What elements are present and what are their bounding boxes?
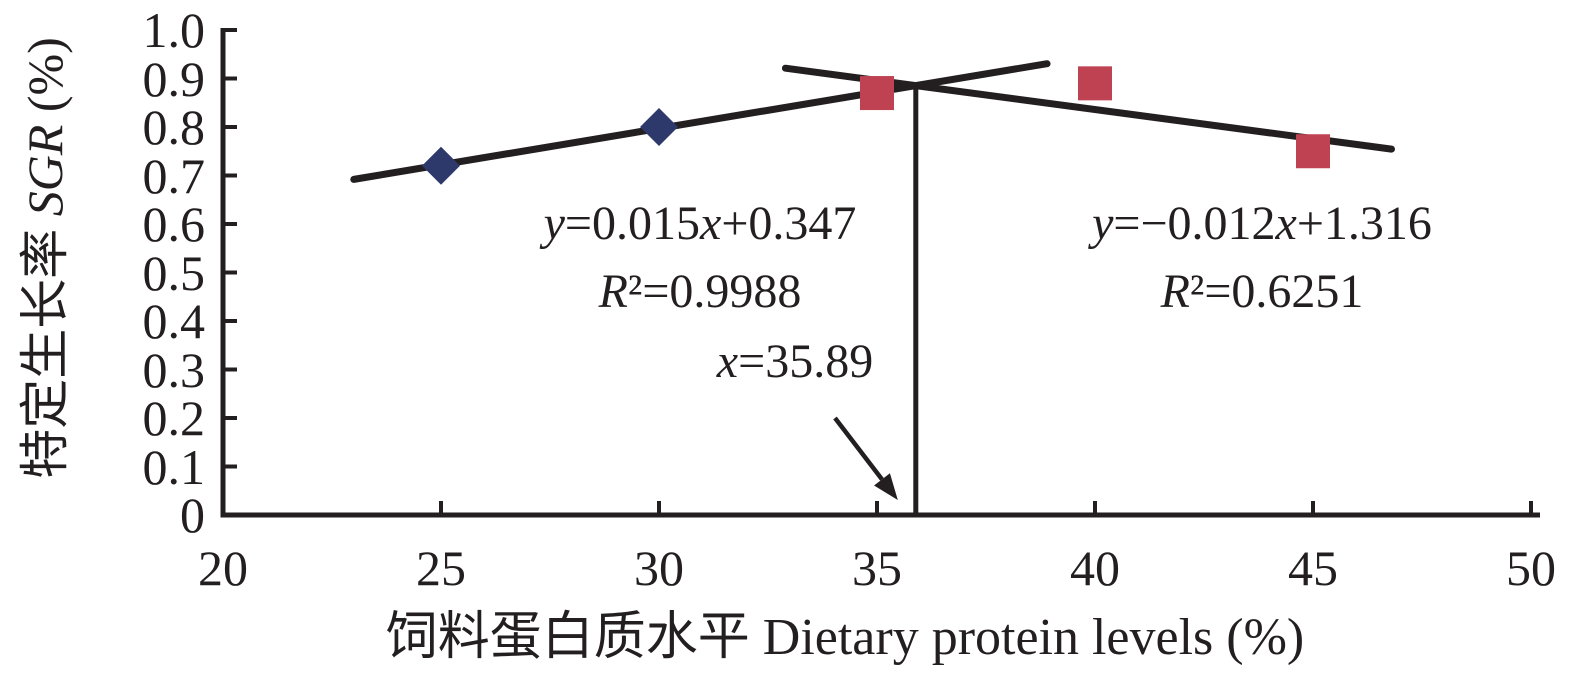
diamond-marker [422, 146, 460, 185]
x-tick-label: 20 [198, 540, 248, 596]
diamond-marker [640, 108, 678, 146]
y-axis-title: 特定生长率 SGR (%) [17, 37, 73, 479]
r-squared-descending: R²=0.6251 [1160, 265, 1364, 318]
equation-descending: y=−0.012x+1.316 [1092, 197, 1432, 250]
y-tick-label: 0.3 [142, 341, 206, 398]
y-tick-label: 0.5 [142, 244, 206, 301]
y-tick-label: 0.6 [142, 196, 206, 252]
x-tick-label: 45 [1288, 540, 1338, 596]
y-tick-label: 0.9 [142, 50, 206, 107]
y-tick-label: 0.7 [142, 147, 206, 204]
annotation-arrow-shaft [833, 416, 884, 481]
y-tick-label: 0 [180, 487, 205, 543]
x-tick-label: 30 [634, 540, 684, 596]
square-marker [1296, 134, 1330, 169]
equation-ascending: y=0.015x+0.347 [543, 197, 857, 250]
ascending-regression-line [350, 60, 1051, 183]
square-marker [860, 76, 894, 111]
x-tick-label: 50 [1506, 540, 1556, 596]
y-tick-label: 0.1 [142, 438, 206, 495]
axis-lines [220, 28, 1540, 518]
y-tick-label: 0.2 [142, 390, 206, 446]
x-axis-title: 饲料蛋白质水平 Dietary protein levels (%) [385, 609, 1305, 666]
annotation-arrow-head [874, 473, 898, 500]
x-tick-label: 40 [1070, 540, 1120, 596]
r-squared-ascending: R²=0.9988 [598, 265, 802, 318]
x-tick-label: 35 [852, 540, 902, 596]
y-tick-label: 1.0 [142, 2, 206, 58]
x-tick-label: 25 [416, 540, 466, 596]
y-tick-label: 0.4 [142, 293, 206, 349]
y-tick-label: 0.8 [142, 99, 206, 155]
square-marker [1078, 66, 1112, 101]
optimum-annotation-label: x=35.89 [716, 335, 874, 388]
